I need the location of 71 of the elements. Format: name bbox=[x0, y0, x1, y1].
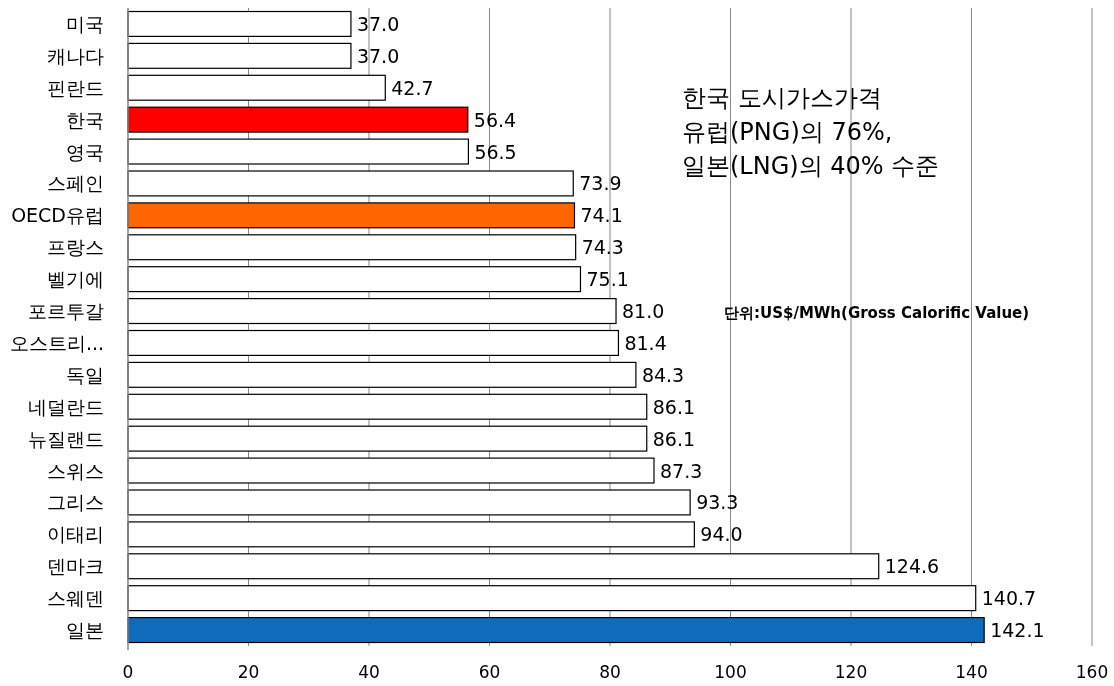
bar bbox=[127, 329, 620, 356]
bar bbox=[127, 585, 977, 612]
y-tick-label: 이태리 bbox=[47, 523, 104, 546]
x-tick-label: 60 bbox=[478, 662, 501, 682]
data-label: 124.6 bbox=[884, 555, 940, 578]
y-tick-label: 스웨덴 bbox=[47, 587, 104, 610]
y-tick-label: 스위스 bbox=[47, 459, 104, 482]
y-tick-label: 뉴질랜드 bbox=[28, 427, 104, 450]
data-label: 86.1 bbox=[652, 395, 696, 418]
data-label: 140.7 bbox=[981, 587, 1037, 610]
x-tick-label: 160 bbox=[1075, 662, 1109, 682]
bar bbox=[127, 42, 352, 69]
data-label: 37.0 bbox=[356, 12, 400, 35]
bar bbox=[127, 521, 695, 548]
data-label: 93.3 bbox=[696, 491, 739, 514]
y-tick-label: 독일 bbox=[66, 363, 104, 386]
y-tick-label: 캐나다 bbox=[47, 44, 104, 67]
data-label: 81.0 bbox=[622, 300, 665, 323]
y-tick-label: 오스트리... bbox=[9, 331, 104, 354]
bar bbox=[127, 298, 617, 325]
data-label: 73.9 bbox=[579, 172, 622, 195]
bar bbox=[127, 234, 577, 261]
bar bbox=[127, 74, 386, 101]
y-tick-label: 덴마크 bbox=[47, 555, 104, 578]
data-label: 56.5 bbox=[474, 140, 517, 163]
x-tick-label: 20 bbox=[237, 662, 260, 682]
y-tick-label: 한국 bbox=[66, 108, 104, 131]
bar bbox=[127, 138, 470, 165]
y-tick-label: 그리스 bbox=[47, 491, 104, 514]
data-label: 42.7 bbox=[391, 76, 434, 99]
bar bbox=[127, 393, 648, 420]
y-tick-label: 미국 bbox=[66, 12, 104, 35]
y-tick-label: 일본 bbox=[66, 619, 104, 642]
data-label: 56.4 bbox=[473, 108, 517, 131]
data-label: 84.3 bbox=[641, 363, 685, 386]
y-tick-label: 영국 bbox=[66, 140, 104, 163]
bar bbox=[127, 266, 582, 293]
data-label: 86.1 bbox=[652, 427, 696, 450]
bar bbox=[127, 202, 576, 229]
bar bbox=[127, 489, 691, 516]
data-label: 75.1 bbox=[586, 268, 629, 291]
bar bbox=[127, 10, 352, 37]
y-tick-label: 네덜란드 bbox=[28, 395, 104, 418]
data-label: 74.1 bbox=[580, 204, 623, 227]
bar bbox=[127, 170, 574, 197]
data-label: 142.1 bbox=[990, 619, 1045, 642]
x-tick-label: 100 bbox=[714, 662, 747, 682]
bar bbox=[127, 553, 880, 580]
y-tick-label: 포르투갈 bbox=[28, 300, 104, 323]
x-tick-label: 140 bbox=[955, 662, 988, 682]
y-tick-label: 프랑스 bbox=[47, 236, 104, 259]
bar bbox=[127, 106, 469, 133]
data-label: 81.4 bbox=[624, 331, 667, 354]
x-tick-label: 120 bbox=[834, 662, 868, 682]
annotation: 한국 도시가스가격 유럽(PNG)의 76%, 일본(LNG)의 40% 수준 bbox=[682, 84, 940, 180]
y-tick-label: 핀란드 bbox=[47, 76, 104, 99]
data-label: 74.3 bbox=[581, 236, 624, 259]
x-tick-label: 80 bbox=[599, 662, 621, 682]
x-tick-label: 0 bbox=[122, 662, 134, 682]
bar bbox=[127, 617, 985, 644]
x-tick-label: 40 bbox=[358, 662, 380, 682]
data-label: 87.3 bbox=[659, 459, 703, 482]
data-label: 94.0 bbox=[700, 523, 743, 546]
y-tick-label: 벨기에 bbox=[47, 268, 104, 291]
annotation: 단위:US$/MWh(Gross Calorific Value) bbox=[724, 304, 1030, 322]
y-tick-label: 스페인 bbox=[47, 172, 104, 195]
bar bbox=[127, 361, 637, 388]
y-tick-label: OECD유럽 bbox=[11, 204, 104, 227]
bar bbox=[127, 457, 655, 484]
bar bbox=[127, 425, 648, 452]
data-label: 37.0 bbox=[356, 44, 400, 67]
